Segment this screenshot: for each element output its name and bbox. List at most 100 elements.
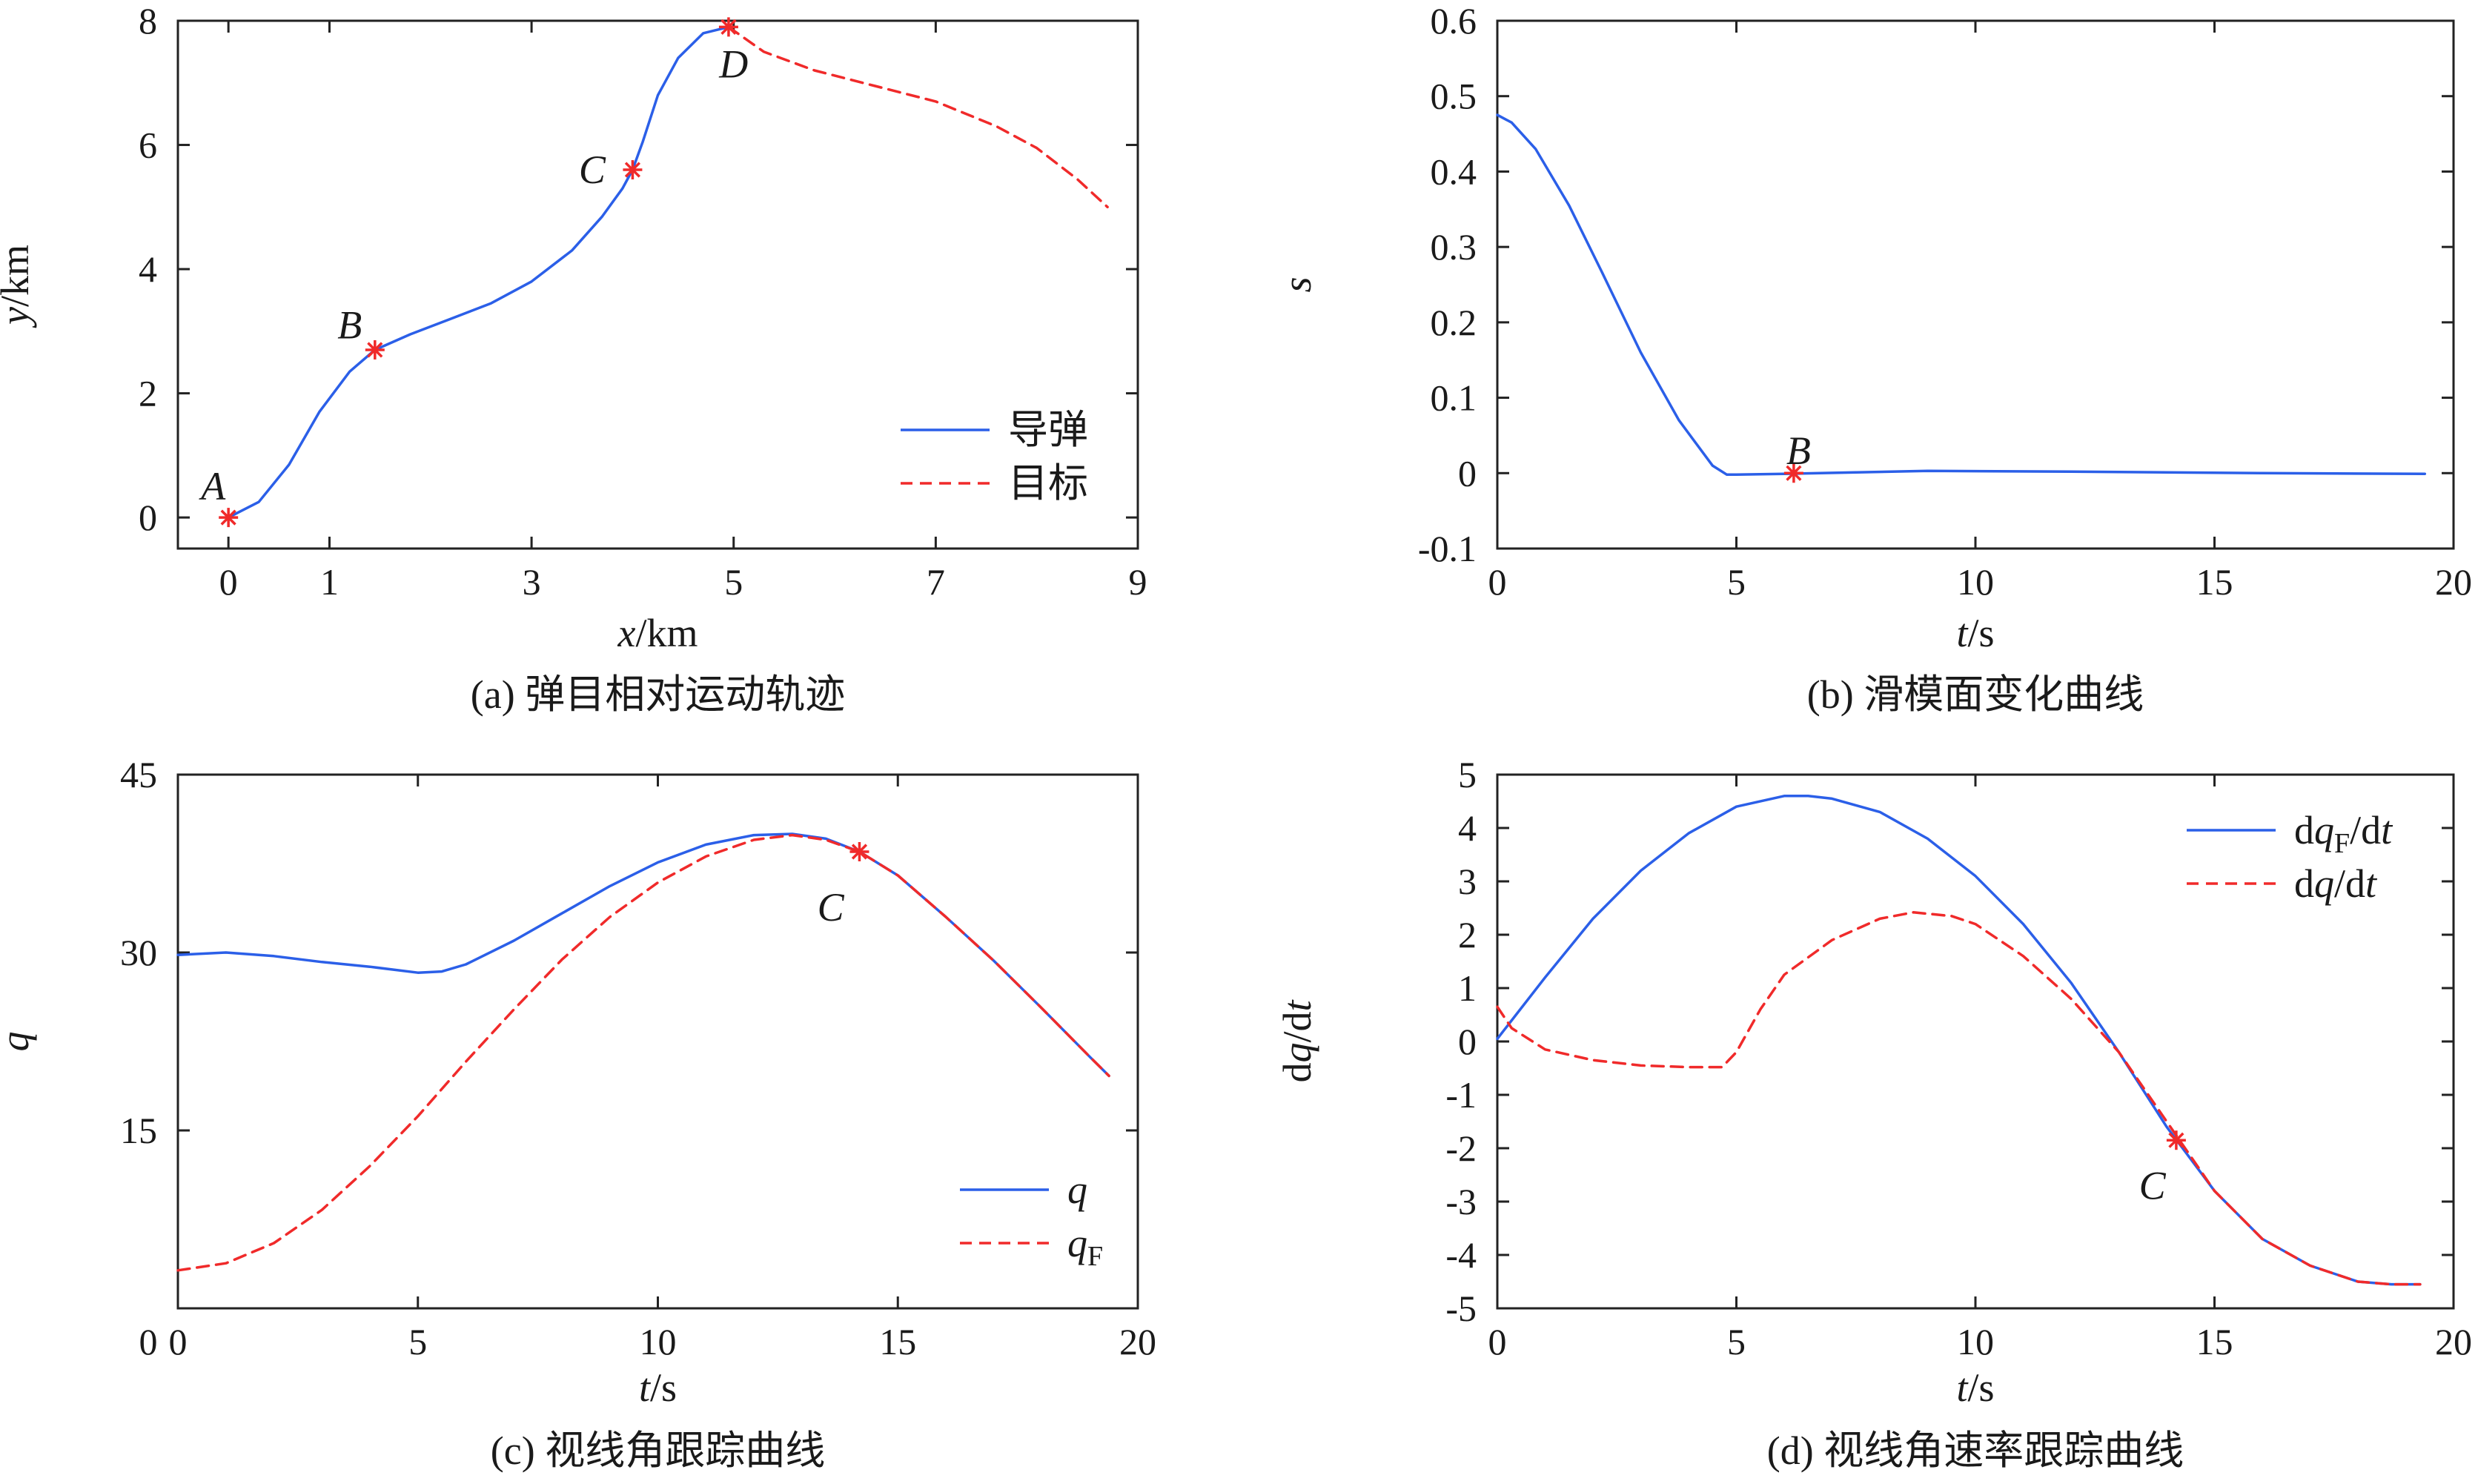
x-tick-label: 5: [724, 561, 743, 603]
y-tick-label: 0.2: [1431, 302, 1477, 343]
x-axis-label: x/km: [617, 611, 698, 655]
y-tick-label: -2: [1445, 1127, 1477, 1169]
y-tick-label: 2: [139, 373, 157, 414]
plot-frame: [176, 773, 1139, 1310]
y-axis-label: q: [0, 1032, 37, 1052]
legend-label: 导弹: [1008, 408, 1088, 452]
y-tick-label: 0: [139, 497, 157, 538]
plot-frame: [1496, 19, 2455, 550]
marker-label: C: [818, 885, 845, 930]
marker-star-stroke: [720, 19, 737, 35]
series-line-导弹: [227, 25, 730, 519]
marker-label: B: [1786, 428, 1811, 473]
origin-label: 0: [139, 1321, 158, 1362]
y-tick-label: 8: [139, 0, 157, 42]
x-tick-label: 9: [1129, 561, 1147, 603]
y-tick-label: 4: [1458, 807, 1477, 849]
y-tick-label: -1: [1445, 1074, 1477, 1116]
legend-label: q: [1067, 1167, 1087, 1212]
x-tick-label: 5: [1727, 1321, 1746, 1362]
marker-star-stroke: [220, 509, 236, 526]
y-tick-label: 0.1: [1431, 377, 1477, 419]
panel-caption: (c) 视线角跟踪曲线: [491, 1428, 825, 1473]
marker-star-stroke: [367, 342, 383, 358]
marker-A: [219, 508, 239, 528]
y-axis-label: y/km: [0, 245, 37, 328]
x-tick-label: 15: [879, 1321, 916, 1362]
series-line-dq/dt: [1496, 911, 2422, 1286]
series-line-q: [176, 832, 1110, 1078]
marker-star-stroke: [851, 844, 868, 860]
y-tick-label: -5: [1445, 1288, 1477, 1329]
y-tick-label: 1: [1458, 967, 1477, 1009]
x-tick-label: 3: [523, 561, 541, 603]
y-tick-label: -0.1: [1418, 528, 1477, 569]
marker-star-stroke: [2168, 1132, 2184, 1148]
marker-C: [623, 160, 643, 180]
x-tick-label: 20: [1119, 1321, 1156, 1362]
marker-label: B: [337, 302, 362, 347]
x-tick-label: 20: [2435, 561, 2472, 603]
y-tick-label: 5: [1458, 754, 1477, 795]
legend-label: qF: [1067, 1221, 1103, 1272]
x-tick-label: 10: [640, 1321, 677, 1362]
y-tick-label: 3: [1458, 861, 1477, 902]
y-tick-label: 0.6: [1431, 0, 1477, 42]
y-tick-label: 6: [139, 125, 157, 166]
marker-label: C: [2139, 1163, 2167, 1208]
x-tick-label: 10: [1957, 561, 1994, 603]
marker-label: C: [579, 148, 606, 192]
x-tick-label: 0: [1488, 561, 1507, 603]
series-line-qF: [176, 833, 1110, 1272]
plot-frame: [1496, 773, 2455, 1310]
y-axis-label: s: [1275, 276, 1319, 292]
x-tick-label: 0: [169, 1321, 188, 1362]
x-axis-label: t/s: [1956, 1365, 1994, 1410]
y-tick-label: 0.3: [1431, 226, 1477, 268]
marker-C: [849, 842, 869, 861]
panel-c: 0 5 10 15 20 15 30 45 0 t/s q Cq qF (c) 视线角跟踪曲线: [0, 754, 1156, 1473]
x-tick-label: 15: [2196, 1321, 2233, 1362]
panel-caption: (b) 滑模面变化曲线: [1807, 672, 2144, 717]
marker-label: A: [199, 464, 226, 509]
marker-D: [718, 17, 738, 37]
y-tick-label: 45: [120, 754, 157, 795]
y-tick-label: 4: [139, 248, 157, 290]
y-tick-label: -3: [1445, 1181, 1477, 1222]
x-tick-label: 1: [320, 561, 339, 603]
x-tick-label: 7: [927, 561, 945, 603]
marker-label: D: [718, 42, 748, 87]
x-tick-label: 0: [219, 561, 238, 603]
y-tick-label: 0.5: [1431, 76, 1477, 117]
marker-B: [365, 339, 385, 360]
y-tick-label: 30: [120, 932, 157, 973]
legend-label: 目标: [1008, 461, 1088, 506]
marker-star-stroke: [624, 162, 641, 178]
x-tick-label: 20: [2435, 1321, 2472, 1362]
panel-caption: (a) 弹目相对运动轨迹: [471, 672, 845, 717]
legend-label: dq/dt: [2294, 861, 2378, 906]
series-line-s: [1496, 113, 2427, 477]
x-tick-label: 5: [1727, 561, 1746, 603]
marker-B: [1783, 463, 1803, 483]
y-tick-label: 0.4: [1431, 150, 1477, 192]
x-tick-label: 5: [408, 1321, 427, 1362]
x-tick-label: 0: [1488, 1321, 1507, 1362]
y-tick-label: 0: [1458, 452, 1477, 494]
x-tick-label: 15: [2196, 561, 2233, 603]
x-axis-label: t/s: [1956, 611, 1994, 655]
legend-label: dqF/dt: [2294, 808, 2393, 859]
y-tick-label: 0: [1458, 1021, 1477, 1062]
y-tick-label: 15: [120, 1110, 157, 1151]
y-tick-label: 2: [1458, 914, 1477, 955]
panel-d: 0 5 10 15 20-5-4-3-2-1012345t/sdq/dtCdqF/dtd…: [1275, 754, 2472, 1473]
marker-star-stroke: [1786, 465, 1802, 481]
y-tick-label: -4: [1445, 1234, 1477, 1276]
series-line-目标: [727, 25, 1109, 209]
marker-C: [2166, 1130, 2186, 1150]
y-axis-label: dq/dt: [1275, 999, 1319, 1083]
x-axis-label: t/s: [639, 1365, 677, 1410]
panel-caption: (d) 视线角速率跟踪曲线: [1767, 1428, 2184, 1473]
